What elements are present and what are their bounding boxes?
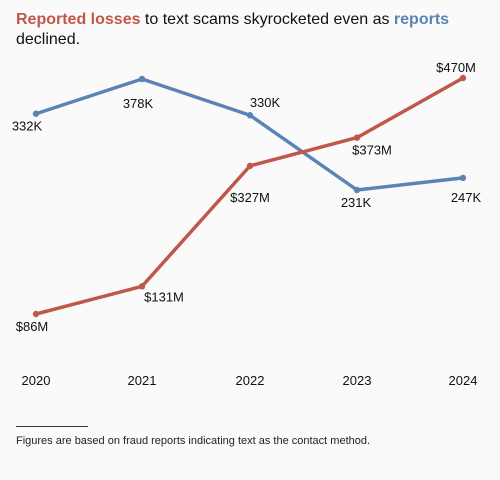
losses-point-2021 (138, 283, 146, 290)
footnote-divider (16, 426, 88, 427)
chart-title: Reported losses to text scams skyrockete… (16, 10, 486, 50)
title-losses-highlight: Reported losses (16, 11, 141, 28)
x-tick-label-2021: 2021 (128, 373, 157, 388)
losses-point-2022 (246, 162, 254, 170)
losses-label-2021: $131M (144, 289, 184, 304)
losses-label-2024: $470M (436, 60, 476, 75)
title-reports-highlight: reports (393, 11, 450, 28)
reports-point-2023 (353, 186, 361, 194)
reports-point-2021 (138, 75, 146, 83)
title-text-1: to text scams skyrocketed even as (140, 11, 394, 28)
reports-label-2021: 378K (123, 96, 154, 111)
losses-point-2023 (353, 134, 361, 141)
losses-label-2022: $327M (230, 190, 270, 205)
reports-label-2020: 332K (12, 119, 43, 134)
x-tick-label-2020: 2020 (22, 373, 51, 388)
losses-label-2023: $373M (352, 143, 392, 158)
title-text-2: declined. (16, 31, 81, 48)
reports-point-2020 (32, 110, 40, 117)
reports-label-2024: 247K (451, 190, 482, 205)
x-tick-label-2024: 2024 (449, 373, 478, 388)
reports-label-2023: 231K (341, 195, 372, 210)
x-tick-label-2022: 2022 (236, 373, 265, 388)
footnote: Figures are based on fraud reports indic… (16, 435, 371, 447)
losses-point-2024 (459, 74, 467, 82)
losses-label-2020: $86M (16, 319, 49, 334)
reports-label-2022: 330K (250, 95, 281, 110)
reports-point-2024 (459, 174, 467, 182)
reports-point-2022 (246, 112, 254, 119)
x-tick-label-2023: 2023 (343, 373, 372, 388)
losses-point-2020 (32, 310, 40, 318)
